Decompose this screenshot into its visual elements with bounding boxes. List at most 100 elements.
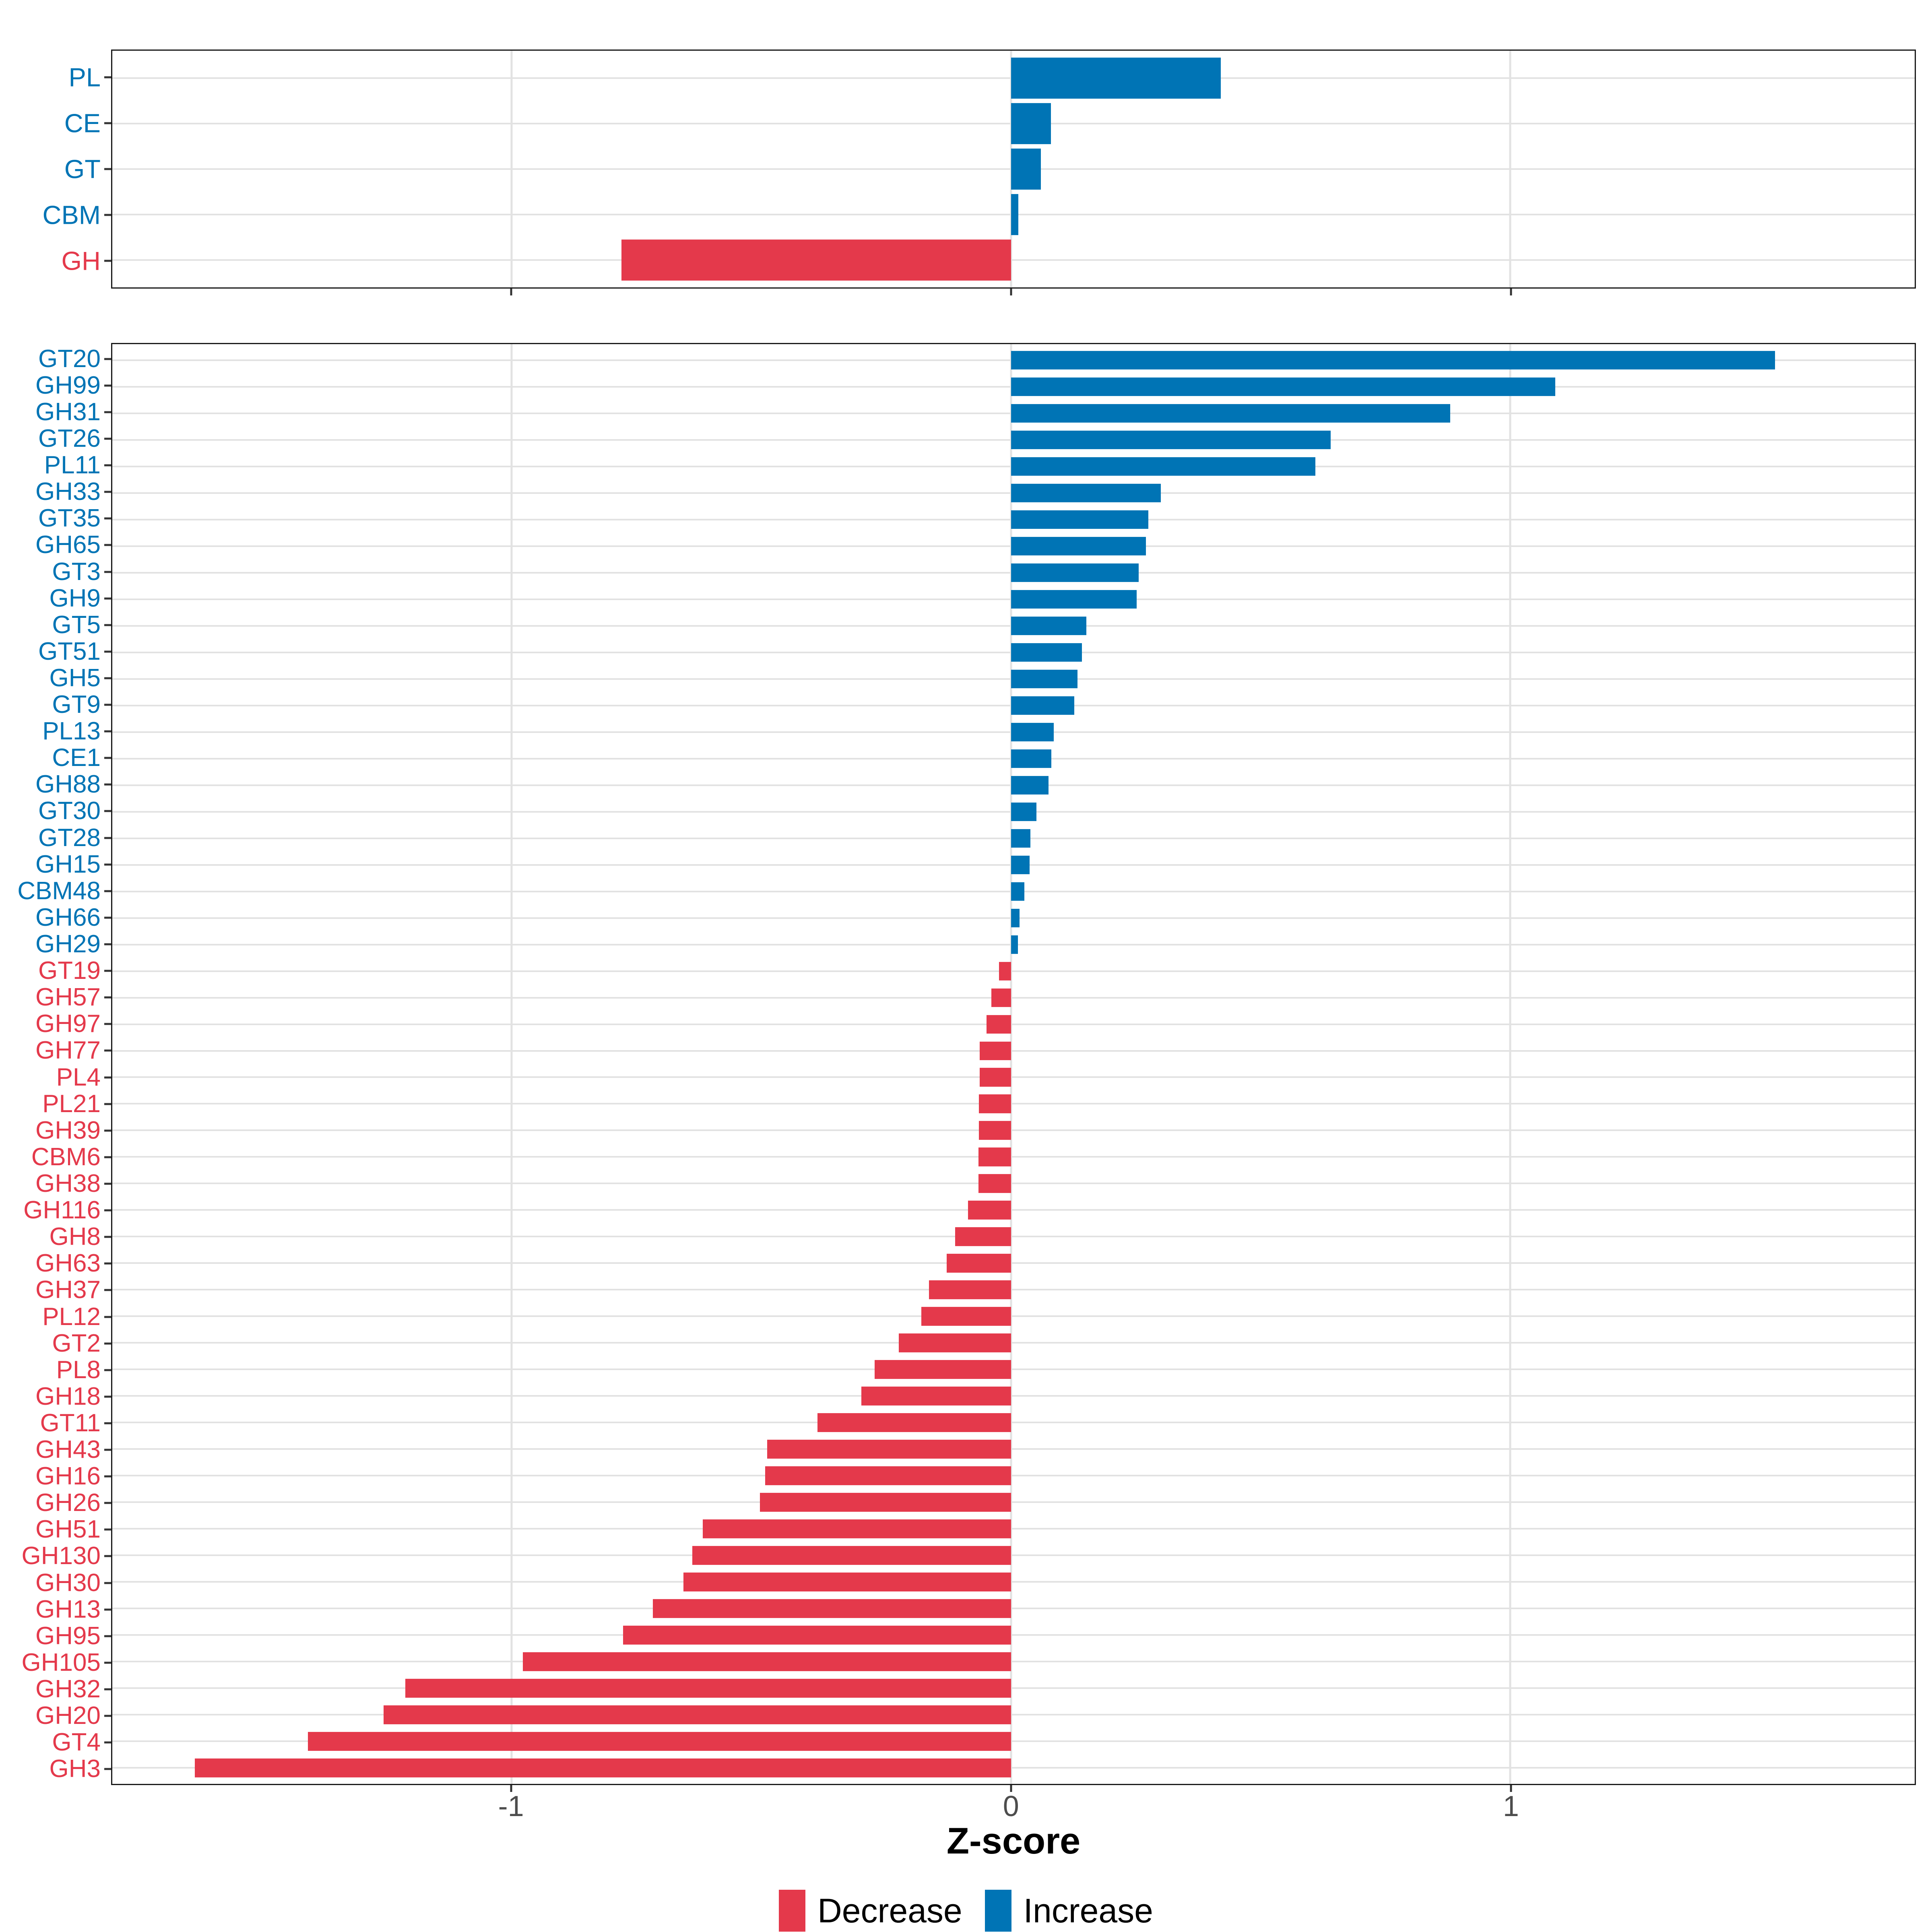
bar-gh18 — [861, 1387, 1011, 1406]
bar-gh65 — [1011, 537, 1146, 555]
gridline-h — [112, 1554, 1915, 1556]
y-axis-label-gh9: GH9 — [49, 584, 101, 612]
y-axis-tick — [104, 1129, 111, 1132]
bar-gh32 — [405, 1679, 1011, 1698]
bar-gh9 — [1011, 590, 1137, 609]
y-axis-tick — [104, 464, 111, 466]
y-axis-label-gh: GH — [61, 246, 101, 276]
y-axis-tick — [104, 438, 111, 440]
cazyme-class-panel — [111, 50, 1916, 289]
y-axis-label-gh20: GH20 — [35, 1702, 101, 1730]
gridline-h — [112, 1501, 1915, 1503]
bar-gh66 — [1011, 908, 1020, 927]
y-axis-tick — [104, 1342, 111, 1345]
bar-gh3 — [194, 1759, 1011, 1777]
y-axis-label-gh39: GH39 — [35, 1116, 101, 1144]
bar-gt2 — [898, 1333, 1011, 1352]
y-axis-tick — [104, 1422, 111, 1424]
y-axis-label-pl11: PL11 — [44, 451, 101, 479]
gridline-h — [112, 1687, 1915, 1689]
y-axis-tick — [104, 1528, 111, 1531]
y-axis-label-gt4: GT4 — [52, 1728, 101, 1757]
y-axis-tick — [104, 1555, 111, 1557]
y-axis-tick — [104, 1369, 111, 1371]
gridline-v — [1509, 344, 1511, 1784]
bar-gh20 — [383, 1705, 1011, 1724]
bar-gt35 — [1011, 510, 1148, 529]
bar-gt5 — [1011, 616, 1087, 635]
gridline-v — [510, 344, 513, 1784]
y-axis-tick — [104, 970, 111, 972]
y-axis-tick — [104, 704, 111, 706]
gridline-h — [112, 1422, 1915, 1424]
gridline-h — [112, 1262, 1915, 1264]
y-axis-label-gh88: GH88 — [35, 770, 101, 799]
y-axis-tick — [104, 624, 111, 626]
y-axis-tick — [104, 677, 111, 679]
gridline-h — [112, 1581, 1915, 1583]
y-axis-label-gh15: GH15 — [35, 850, 101, 878]
y-axis-tick — [104, 810, 111, 812]
bar-gh130 — [692, 1546, 1011, 1565]
x-axis-tick — [1510, 1785, 1512, 1792]
y-axis-tick — [104, 783, 111, 786]
y-axis-tick — [104, 1262, 111, 1265]
legend-item-increase: Increase — [985, 1890, 1153, 1932]
y-axis-label-gt: GT — [64, 154, 101, 184]
legend-label-decrease: Decrease — [817, 1892, 962, 1930]
y-axis-tick — [104, 1023, 111, 1025]
y-axis-label-cbm: CBM — [42, 200, 101, 230]
y-axis-label-gh38: GH38 — [35, 1169, 101, 1197]
bar-pl8 — [875, 1360, 1011, 1379]
x-axis-tick — [1010, 1785, 1012, 1792]
y-axis-tick — [104, 757, 111, 759]
gridline-h — [112, 1103, 1915, 1105]
y-axis-label-gh105: GH105 — [21, 1648, 101, 1676]
bar-gh29 — [1011, 935, 1018, 954]
y-axis-tick — [104, 1316, 111, 1318]
cazyme-family-panel-band: GT20 GH99 GH31 GT26 PL11 GH33 GT35 GH65 GT3 GH9 GT… — [0, 343, 1932, 1792]
cazyme-class-panel-band: PL CE GT CBM GH — [0, 50, 1932, 295]
y-axis-label-gh30: GH30 — [35, 1569, 101, 1597]
y-axis-label-gh116: GH116 — [23, 1196, 101, 1224]
y-axis-tick — [104, 890, 111, 892]
x-axis-tick — [510, 1785, 512, 1792]
gridline-h — [112, 1368, 1915, 1371]
bar-cbm — [1011, 194, 1019, 235]
y-axis-tick — [104, 1715, 111, 1717]
y-axis-tick — [104, 1635, 111, 1637]
bar-gh43 — [767, 1440, 1011, 1459]
y-axis-tick — [104, 1608, 111, 1611]
legend-item-decrease: Decrease — [779, 1890, 962, 1932]
x-axis-tick-label: -1 — [498, 1790, 524, 1823]
gridline-h — [112, 1156, 1915, 1158]
y-axis-label-gh29: GH29 — [35, 930, 101, 958]
y-axis-tick — [104, 1768, 111, 1770]
gridline-h — [112, 1475, 1915, 1477]
y-axis-label-gh26: GH26 — [35, 1489, 101, 1517]
bar-gh8 — [955, 1227, 1011, 1246]
gridline-h — [112, 997, 1915, 999]
y-axis-tick — [104, 214, 111, 216]
y-axis-tick — [104, 411, 111, 413]
y-axis-label-gt26: GT26 — [38, 424, 101, 452]
y-axis-tick — [104, 544, 111, 546]
bar-gh99 — [1011, 377, 1555, 396]
y-axis-label-gh32: GH32 — [35, 1675, 101, 1703]
gridline-h — [112, 1634, 1915, 1636]
gridline-h — [112, 1050, 1915, 1052]
bar-gh97 — [987, 1015, 1011, 1034]
bar-gh51 — [703, 1519, 1011, 1538]
gridline-h — [112, 1608, 1915, 1610]
bar-gt28 — [1011, 829, 1031, 848]
bar-cbm48 — [1011, 882, 1025, 901]
bar-gh88 — [1011, 776, 1049, 795]
x-axis-tick — [1010, 289, 1012, 295]
bar-gh — [621, 239, 1011, 281]
y-axis-tick — [104, 384, 111, 387]
legend-label-increase: Increase — [1023, 1892, 1153, 1930]
y-axis-label-ce: CE — [64, 108, 101, 138]
y-axis-tick — [104, 1156, 111, 1158]
y-axis-tick — [104, 1662, 111, 1664]
bar-gh26 — [760, 1493, 1011, 1512]
